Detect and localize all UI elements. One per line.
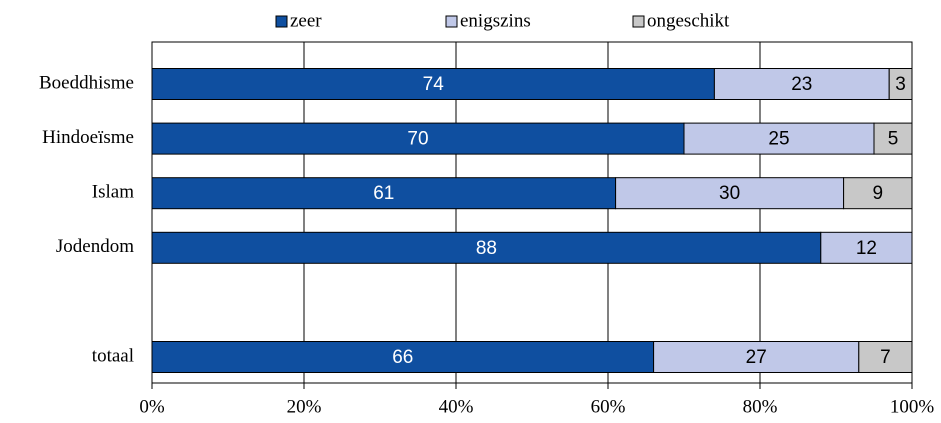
data-label: 23 bbox=[791, 74, 812, 95]
bar-segment bbox=[683, 122, 875, 155]
x-tick-label: 100% bbox=[890, 396, 935, 417]
legend-label: enigszins bbox=[460, 10, 531, 31]
bar-segment bbox=[151, 341, 655, 373]
y-tick-label: Hindoeïsme bbox=[42, 127, 134, 148]
legend-swatch bbox=[275, 15, 288, 28]
x-tick-label: 0% bbox=[139, 396, 165, 417]
legend-swatch bbox=[445, 15, 458, 28]
bar-segment bbox=[888, 68, 913, 100]
y-tick-label: Jodendom bbox=[56, 236, 134, 257]
y-tick-label: Islam bbox=[92, 182, 134, 203]
bar-segment bbox=[151, 68, 715, 100]
y-tick-label: Boeddhisme bbox=[39, 72, 134, 93]
bar-segment bbox=[820, 231, 913, 264]
bar-segment bbox=[653, 341, 860, 373]
x-tick-label: 20% bbox=[287, 396, 322, 417]
data-label: 61 bbox=[373, 183, 394, 204]
data-label: 12 bbox=[856, 238, 877, 259]
legend-label: ongeschikt bbox=[647, 10, 730, 31]
bar-segment bbox=[843, 177, 913, 210]
legend-label: zeer bbox=[290, 10, 322, 31]
bar-segment bbox=[151, 122, 685, 155]
bar-segment bbox=[873, 122, 913, 155]
x-tick-label: 60% bbox=[591, 396, 626, 417]
data-label: 9 bbox=[873, 183, 884, 204]
data-label: 25 bbox=[768, 129, 789, 150]
bar-segment bbox=[151, 231, 822, 264]
data-label: 30 bbox=[719, 183, 740, 204]
bar-segment bbox=[615, 177, 845, 210]
bar-segment bbox=[713, 68, 890, 100]
bar-segment bbox=[151, 177, 617, 210]
data-label: 66 bbox=[392, 347, 413, 368]
x-tick-label: 80% bbox=[743, 396, 778, 417]
y-tick-label: totaal bbox=[92, 345, 134, 366]
data-label: 7 bbox=[880, 347, 891, 368]
data-label: 70 bbox=[407, 129, 428, 150]
x-tick-label: 40% bbox=[439, 396, 474, 417]
bar-segment bbox=[858, 341, 913, 373]
data-label: 74 bbox=[423, 74, 445, 95]
data-label: 5 bbox=[888, 129, 899, 150]
data-label: 27 bbox=[746, 347, 767, 368]
data-label: 88 bbox=[476, 238, 497, 259]
legend-swatch bbox=[632, 15, 645, 28]
data-label: 3 bbox=[895, 74, 906, 95]
